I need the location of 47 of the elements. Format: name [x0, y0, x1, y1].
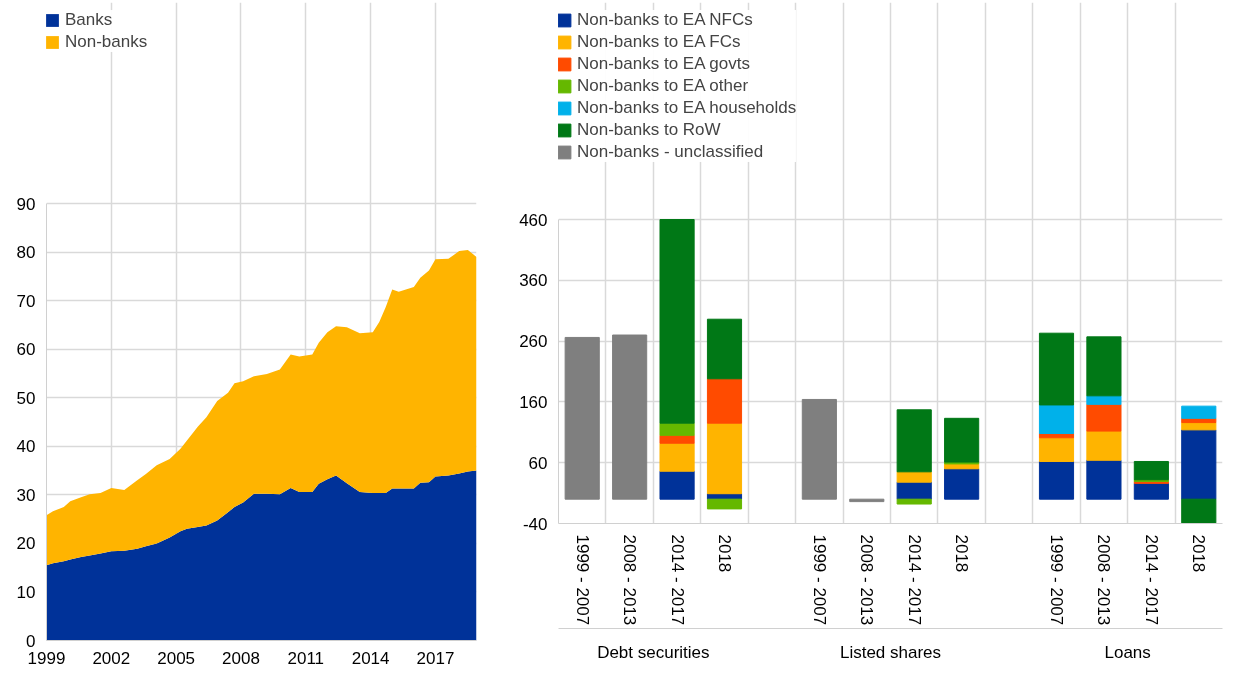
text: Listed shares — [839, 642, 942, 662]
legend-label: Non-banks to EA FCs — [577, 32, 741, 52]
legend-label: Non-banks — [65, 32, 148, 52]
y-tick-label: 90 — [16, 194, 36, 214]
x-tick-label: 2014 — [351, 648, 390, 668]
x-tick-label: 2014 - 2017 — [1141, 534, 1161, 626]
x-tick-label: 2017 — [416, 648, 455, 668]
x-tick-label: 2008 — [222, 648, 260, 668]
x-tick-label: 2008 - 2013 — [620, 534, 640, 626]
legend-label: Non-banks to EA other — [577, 76, 749, 96]
x-tick-label: 2008 - 2013 — [857, 534, 877, 626]
x-tick-label: 2002 — [92, 648, 131, 668]
y-tick-label: 30 — [16, 485, 36, 505]
y-tick-label: 0 — [26, 631, 36, 651]
legend-label: Non-banks to EA NFCs — [577, 10, 753, 30]
y-tick-label: 10 — [16, 582, 36, 602]
x-tick-label: 1999 — [27, 648, 66, 668]
legend-label: Banks — [65, 10, 113, 30]
x-tick-label: 2018 — [952, 534, 972, 573]
y-tick-label: 50 — [16, 388, 36, 408]
text: Debt securities — [597, 642, 710, 662]
y-tick-label: 260 — [519, 332, 548, 352]
x-tick-label: 2008 - 2013 — [1094, 534, 1114, 626]
y-tick-label: 20 — [16, 534, 36, 554]
y-tick-label: 360 — [519, 271, 548, 291]
x-tick-label: 2014 - 2017 — [904, 534, 924, 626]
x-tick-label: 2011 — [287, 648, 325, 668]
y-tick-label: 60 — [16, 340, 36, 360]
legend-label: Non-banks to EA households — [577, 98, 797, 118]
x-tick-label: 1999 - 2007 — [572, 534, 592, 626]
x-tick-label: 2005 — [157, 648, 196, 668]
y-tick-label: 80 — [16, 243, 36, 263]
y-tick-label: 160 — [519, 392, 548, 412]
x-tick-label: 2018 — [715, 534, 734, 573]
y-tick-label: 40 — [16, 437, 36, 457]
text: Loans — [1104, 642, 1151, 662]
y-tick-label: 70 — [16, 291, 36, 311]
x-tick-label: 2018 — [1189, 534, 1209, 573]
x-tick-label: 1999 - 2007 — [1047, 534, 1066, 626]
legend-label: Non-banks to RoW — [577, 120, 721, 140]
x-tick-label: 2014 - 2017 — [667, 534, 687, 626]
legend-label: Non-banks - unclassified — [577, 142, 764, 162]
x-tick-label: 1999 - 2007 — [809, 534, 829, 626]
legend-label: Non-banks to EA govts — [577, 54, 750, 74]
y-tick-label: 460 — [519, 210, 548, 230]
y-tick-label: 60 — [528, 453, 548, 473]
y-tick-label: -40 — [522, 514, 548, 534]
